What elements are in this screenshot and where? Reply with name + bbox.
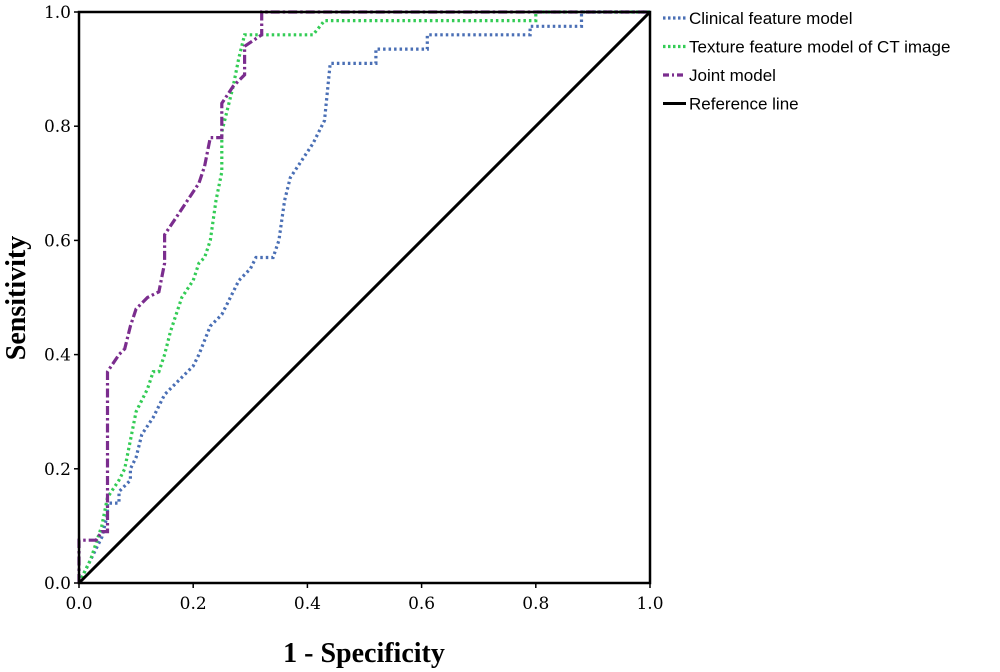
series-reference-line: [77, 10, 652, 585]
y-tick-label: 0.6: [44, 231, 71, 251]
series-joint-model: [77, 10, 650, 583]
y-tick-label: 1.0: [44, 3, 71, 23]
x-axis-title: 1 - Specificity: [283, 638, 445, 669]
curves-layer: [77, 10, 652, 585]
x-tick-label: 0.0: [65, 594, 92, 614]
axis-ticks: 0.0 0.2 0.4 0.6 0.8 1.0 0.0 0.2 0.4 0.6 0.8 1.0: [44, 3, 664, 614]
x-tick-label: 0.2: [180, 594, 207, 614]
legend: Clinical feature model Texture feature mo…: [663, 9, 950, 114]
y-tick-label: 0.2: [44, 460, 71, 480]
legend-label-texture-feature-model-of-ct-image: Texture feature model of CT image: [689, 38, 950, 57]
series-texture-feature-model-of-ct-image: [77, 10, 650, 584]
x-tick-label: 0.4: [294, 594, 321, 614]
y-tick-label: 0.4: [44, 346, 71, 366]
x-tick-label: 0.6: [408, 594, 435, 614]
y-tick-label: 0.8: [44, 117, 71, 137]
legend-label-joint-model: Joint model: [689, 66, 776, 85]
y-tick-label: 0.0: [44, 574, 71, 594]
legend-label-clinical-feature-model: Clinical feature model: [689, 9, 852, 28]
plot-frame: [77, 10, 652, 585]
x-tick-label: 1.0: [636, 594, 663, 614]
series-clinical-feature-model: [77, 10, 650, 584]
x-tick-label: 0.8: [522, 594, 549, 614]
y-axis-title: Sensitivity: [1, 236, 32, 360]
legend-label-reference-line: Reference line: [689, 95, 799, 114]
